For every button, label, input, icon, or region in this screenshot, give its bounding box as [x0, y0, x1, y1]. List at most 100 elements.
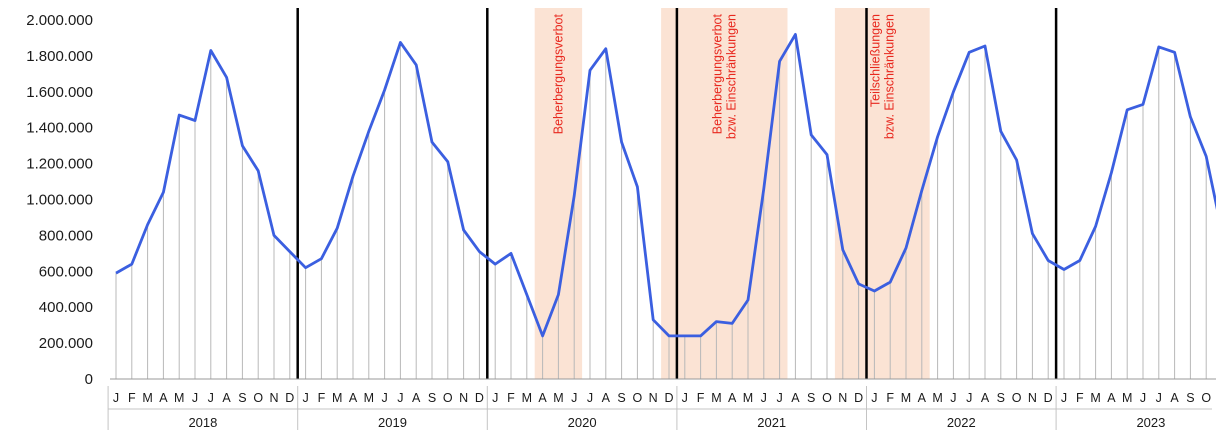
month-label: S	[1186, 391, 1194, 405]
month-label: S	[807, 391, 815, 405]
month-label: M	[1122, 391, 1132, 405]
month-label: J	[571, 391, 577, 405]
month-label: O	[1201, 391, 1211, 405]
month-label: F	[128, 391, 136, 405]
month-gridlines	[115, 34, 1207, 379]
year-separators	[296, 8, 1058, 379]
y-tick-label: 1.000.000	[26, 192, 93, 209]
shaded-periods	[534, 8, 930, 379]
year-label: 2018	[188, 415, 217, 430]
month-label: F	[697, 391, 705, 405]
month-label: A	[349, 391, 358, 405]
month-label: A	[791, 391, 800, 405]
month-label: O	[253, 391, 263, 405]
annotation-label: bzw. Einschränkungen	[882, 14, 896, 139]
y-tick-label: 0	[85, 371, 93, 388]
year-label: 2020	[568, 415, 597, 430]
y-tick-label: 200.000	[39, 335, 93, 352]
month-label: A	[1170, 391, 1179, 405]
month-label: M	[743, 391, 753, 405]
month-label: A	[981, 391, 990, 405]
month-label: D	[664, 391, 673, 405]
month-label: D	[1044, 391, 1053, 405]
month-label: M	[932, 391, 942, 405]
month-label: F	[318, 391, 326, 405]
month-label: S	[997, 391, 1005, 405]
y-tick-label: 1.600.000	[26, 84, 93, 101]
month-label: J	[871, 391, 877, 405]
month-label: M	[142, 391, 152, 405]
month-label: J	[761, 391, 767, 405]
month-label: F	[886, 391, 894, 405]
month-label: N	[459, 391, 468, 405]
month-label: N	[1028, 391, 1037, 405]
month-label: O	[822, 391, 832, 405]
month-label: N	[838, 391, 847, 405]
month-label: O	[1012, 391, 1022, 405]
month-label: M	[174, 391, 184, 405]
year-label: 2022	[947, 415, 976, 430]
month-label: O	[443, 391, 453, 405]
month-label: S	[617, 391, 625, 405]
month-label: J	[950, 391, 956, 405]
month-label: J	[113, 391, 119, 405]
month-label: A	[728, 391, 737, 405]
series-line	[115, 33, 1216, 338]
annotation-label: Beherbergungsverbot	[551, 13, 565, 134]
year-label: 2023	[1136, 415, 1165, 430]
y-tick-label: 800.000	[39, 227, 93, 244]
year-label: 2021	[757, 415, 786, 430]
month-label: M	[711, 391, 721, 405]
series-line-path	[115, 33, 1216, 338]
month-label: M	[522, 391, 532, 405]
shaded-period	[834, 8, 930, 379]
month-label: A	[412, 391, 421, 405]
month-label: D	[475, 391, 484, 405]
y-tick-label: 600.000	[39, 263, 93, 280]
month-label: A	[1107, 391, 1116, 405]
month-label: A	[602, 391, 611, 405]
month-label: A	[222, 391, 231, 405]
month-label: J	[192, 391, 198, 405]
month-label: S	[428, 391, 436, 405]
month-label: S	[238, 391, 246, 405]
annotations: Beherbergungsverbot Beherbergungsverbot bz…	[551, 13, 896, 139]
annotation-label: Teilschließungen	[868, 14, 882, 107]
month-label: D	[285, 391, 294, 405]
month-label: J	[776, 391, 782, 405]
month-label: M	[364, 391, 374, 405]
month-label: M	[1090, 391, 1100, 405]
month-label: J	[966, 391, 972, 405]
y-tick-label: 400.000	[39, 299, 93, 316]
month-label: J	[1061, 391, 1067, 405]
y-axis: 0 200.000 400.000 600.000 800.000 1.000.000 1.…	[26, 12, 1216, 388]
month-label: J	[1156, 391, 1162, 405]
month-label: J	[208, 391, 214, 405]
month-label: D	[854, 391, 863, 405]
month-label: M	[553, 391, 563, 405]
month-label: A	[538, 391, 547, 405]
month-label: N	[649, 391, 658, 405]
y-tick-label: 1.400.000	[26, 120, 93, 137]
y-tick-label: 1.200.000	[26, 156, 93, 173]
month-label: J	[492, 391, 498, 405]
month-label: J	[302, 391, 308, 405]
month-label: M	[901, 391, 911, 405]
y-tick-label: 2.000.000	[26, 12, 93, 29]
month-label: J	[682, 391, 688, 405]
shaded-period	[661, 8, 788, 379]
month-label: J	[1140, 391, 1146, 405]
annotation-label: bzw. Einschränkungen	[724, 14, 738, 139]
month-label: A	[918, 391, 927, 405]
month-label: M	[332, 391, 342, 405]
year-label: 2019	[378, 415, 407, 430]
month-label: N	[269, 391, 278, 405]
month-label: J	[397, 391, 403, 405]
annotation-label: Beherbergungsverbot	[710, 13, 724, 134]
month-label: J	[381, 391, 387, 405]
month-label: A	[159, 391, 168, 405]
month-label: F	[1076, 391, 1084, 405]
month-label: O	[633, 391, 643, 405]
